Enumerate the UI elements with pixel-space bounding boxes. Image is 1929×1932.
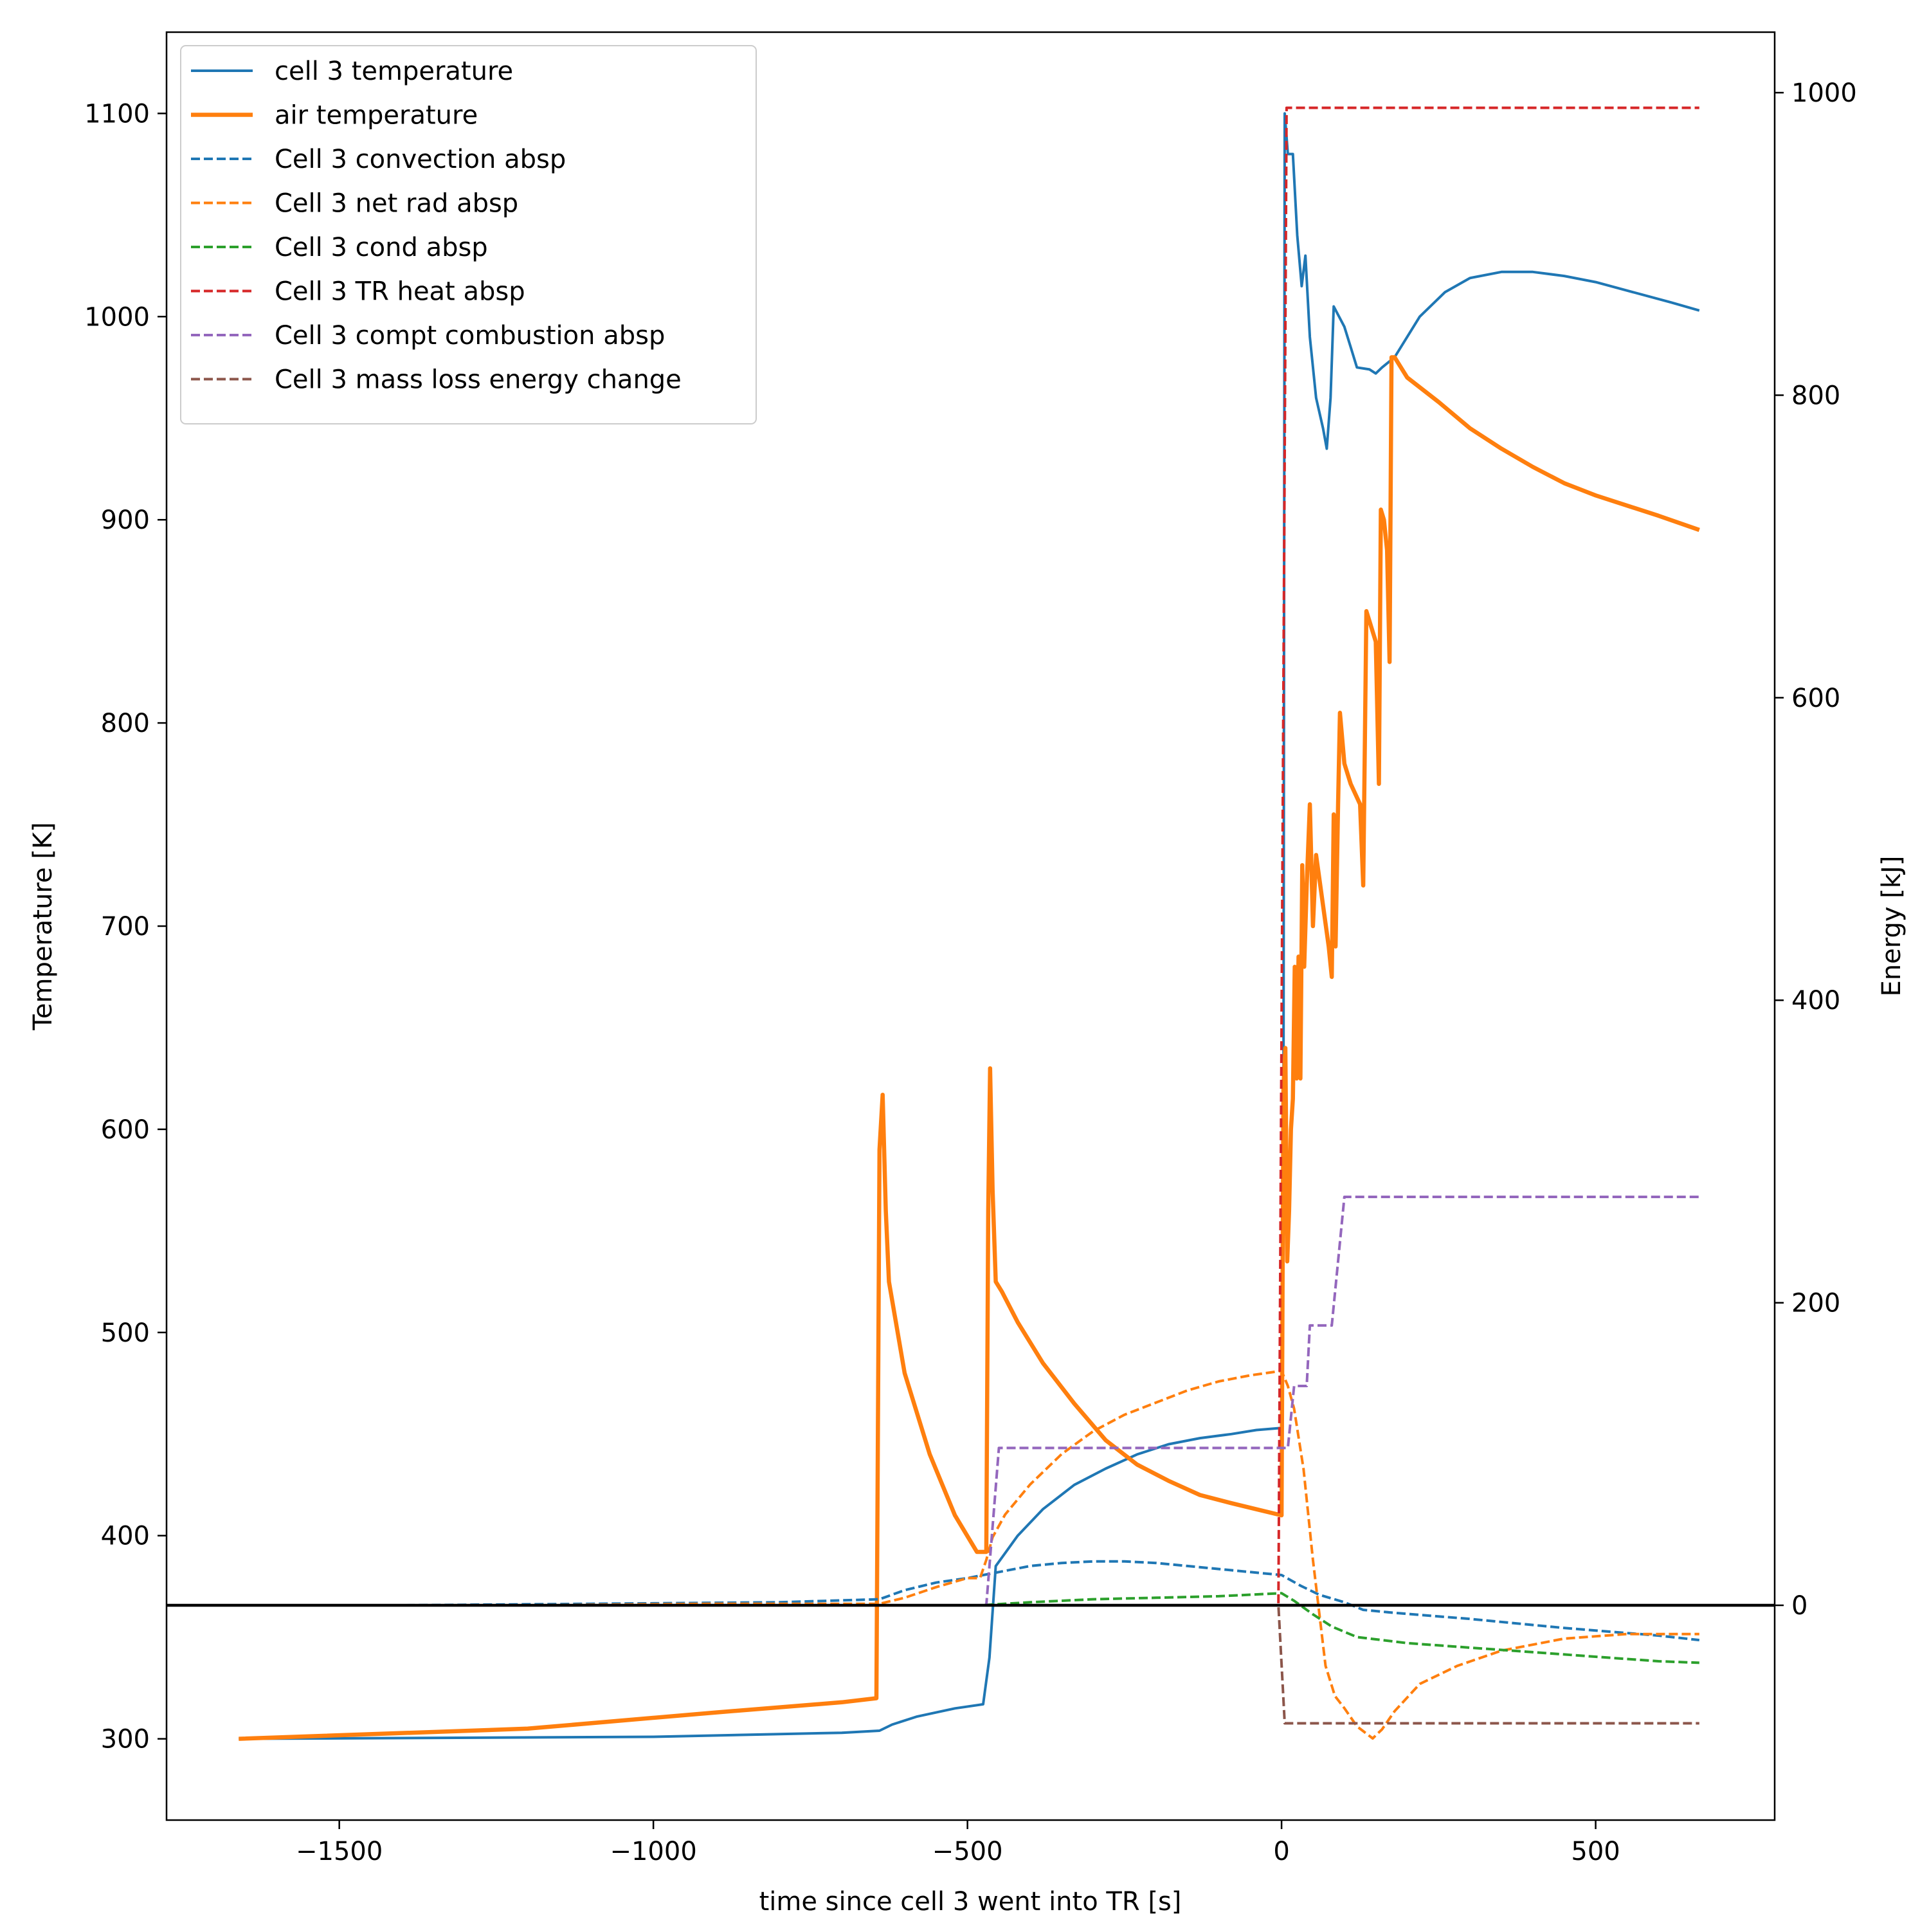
- right-y-tick-label: 1000: [1791, 78, 1857, 108]
- left-y-tick-label: 300: [101, 1725, 150, 1754]
- left-y-tick-label: 700: [101, 912, 150, 942]
- right-y-axis: 0 200 400 600 800 1000: [1775, 78, 1857, 1621]
- series-line-4: [239, 1369, 1699, 1740]
- series-line-3: [239, 1560, 1700, 1642]
- series-line-7: [239, 1196, 1699, 1607]
- right-y-axis-label: Energy [kJ]: [1877, 856, 1906, 997]
- x-axis: −1500 −1000 −500 0 500: [296, 1820, 1620, 1866]
- left-y-axis: 300 400 500 600 700 800 900 1000 1100: [84, 99, 167, 1754]
- right-y-tick-label: 600: [1791, 684, 1840, 713]
- legend: cell 3 temperature air temperature Cell 3 …: [180, 45, 757, 424]
- legend-label: air temperature: [275, 101, 478, 131]
- series-line-1: [239, 112, 1700, 1740]
- x-tick-label: 0: [1273, 1837, 1289, 1866]
- series-line-2: [239, 355, 1700, 1741]
- x-axis-label: time since cell 3 went into TR [s]: [759, 1887, 1182, 1917]
- left-y-axis-label: Temperature [K]: [28, 822, 58, 1031]
- left-y-tick-label: 1000: [84, 302, 150, 332]
- right-y-tick-label: 200: [1791, 1289, 1840, 1318]
- legend-label: Cell 3 convection absp: [275, 145, 566, 174]
- left-y-tick-label: 800: [101, 709, 150, 738]
- left-y-tick-label: 1100: [84, 99, 150, 129]
- legend-label: Cell 3 net rad absp: [275, 189, 518, 219]
- x-tick-label: −1000: [610, 1837, 696, 1866]
- series-layer: [167, 106, 1775, 1741]
- left-y-tick-label: 900: [101, 506, 150, 535]
- right-y-tick-label: 800: [1791, 381, 1840, 410]
- right-y-tick-label: 400: [1791, 986, 1840, 1016]
- left-y-tick-label: 500: [101, 1318, 150, 1348]
- legend-label: Cell 3 cond absp: [275, 233, 488, 262]
- legend-label: Cell 3 mass loss energy change: [275, 365, 682, 395]
- left-y-tick-label: 600: [101, 1115, 150, 1145]
- legend-label: Cell 3 TR heat absp: [275, 277, 525, 307]
- legend-label: Cell 3 compt combustion absp: [275, 321, 665, 351]
- left-y-tick-label: 400: [101, 1522, 150, 1551]
- legend-label: cell 3 temperature: [275, 57, 513, 86]
- series-line-5: [239, 1592, 1699, 1664]
- legend-box: [180, 45, 757, 424]
- x-tick-label: −1500: [296, 1837, 383, 1866]
- x-tick-label: 500: [1571, 1837, 1620, 1866]
- right-y-tick-label: 0: [1791, 1591, 1807, 1621]
- x-tick-label: −500: [932, 1837, 1003, 1866]
